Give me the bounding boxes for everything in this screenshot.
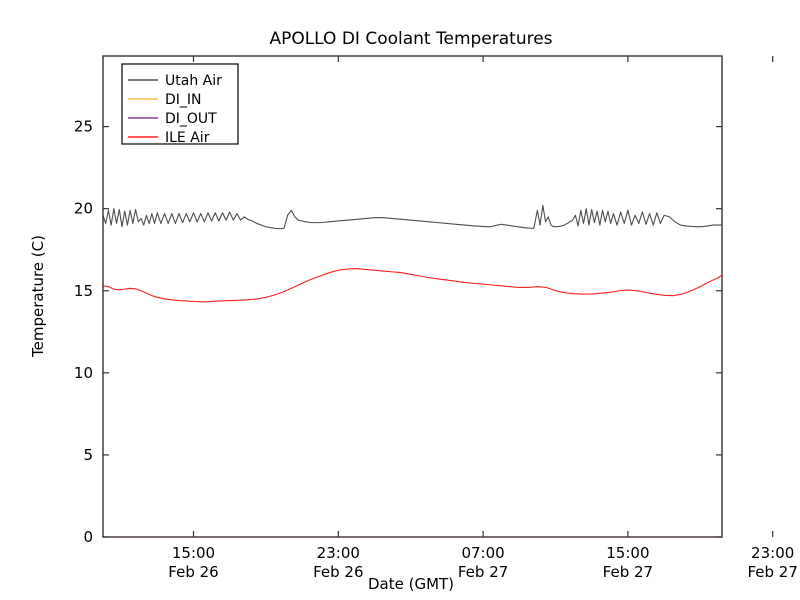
series-line-ile-air: [102, 268, 723, 303]
x-tick-label-date: Feb 26: [313, 563, 363, 581]
legend-items: Utah Air DI_IN DI_OUT ILE Air: [128, 73, 222, 146]
chart-legend[interactable]: Utah Air DI_IN DI_OUT ILE Air: [121, 63, 239, 146]
data-series-group: [102, 204, 723, 303]
x-tick-label-date: Feb 26: [168, 563, 218, 581]
y-axis-label: Temperature (C): [29, 235, 47, 358]
x-axis-label: Date (GMT): [368, 575, 454, 593]
x-tick-label-time: 23:00: [751, 544, 794, 562]
x-tick-label-time: 07:00: [461, 544, 504, 562]
y-tick-label: 5: [83, 446, 93, 464]
y-tick-label: 15: [74, 282, 93, 300]
y-tick-label: 20: [74, 200, 93, 218]
y-tick-label: 25: [74, 118, 93, 136]
x-tick-label-date: Feb 27: [458, 563, 508, 581]
legend-frame: [121, 63, 239, 145]
y-tick-label: 0: [83, 528, 93, 546]
series-line-utah-air: [102, 204, 723, 230]
legend-label-ile-air: ILE Air: [165, 130, 210, 146]
chart-title: APOLLO DI Coolant Temperatures: [269, 29, 552, 49]
y-tick-label: 10: [74, 364, 93, 382]
axes-frame: [102, 55, 723, 538]
x-tick-label-date: Feb 27: [603, 563, 653, 581]
x-tick-label-time: 23:00: [317, 544, 360, 562]
x-tick-label-time: 15:00: [606, 544, 649, 562]
y-axis-ticks: 0 5 10 15 20 25: [74, 118, 722, 546]
x-tick-label-time: 15:00: [172, 544, 215, 562]
legend-label-di-out: DI_OUT: [165, 111, 217, 127]
legend-label-di-in: DI_IN: [165, 92, 202, 108]
legend-label-utah-air: Utah Air: [165, 73, 222, 89]
x-tick-label-date: Feb 27: [747, 563, 797, 581]
